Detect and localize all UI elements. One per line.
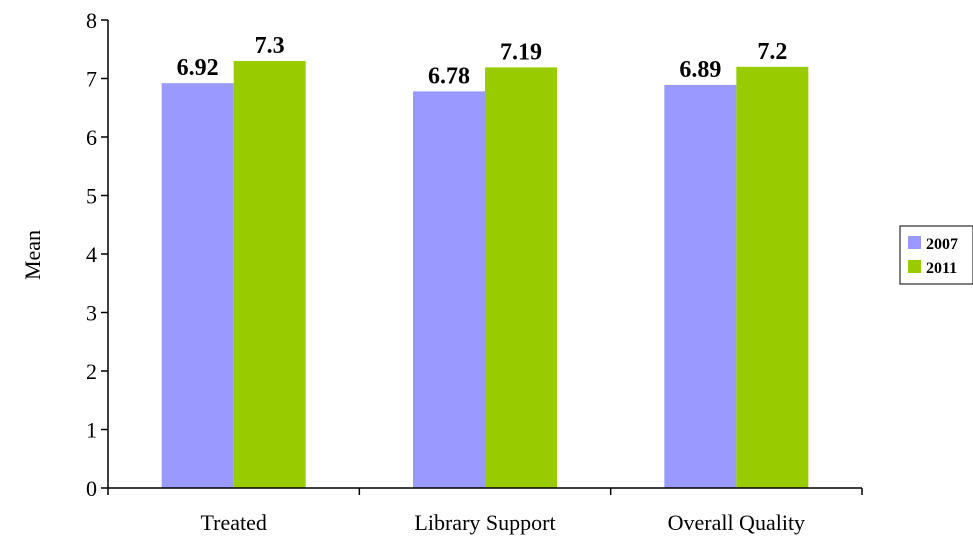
y-tick-label: 2 [86, 359, 97, 384]
y-tick-label: 8 [86, 8, 97, 33]
bar-2011-overall-quality [736, 66, 809, 489]
bar-2007-library-support [413, 91, 485, 489]
y-tick-label: 4 [86, 242, 97, 267]
category-label: Treated [200, 510, 266, 535]
data-label: 6.78 [428, 63, 470, 89]
bar-2011-library-support [485, 67, 557, 488]
bar-2007-treated [161, 83, 234, 489]
y-axis-ticks: 0 1 2 3 4 5 6 7 8 [86, 8, 108, 501]
y-tick-label: 3 [86, 301, 97, 326]
y-axis-title: Mean [20, 230, 45, 280]
data-labels: 6.92 7.3 6.78 7.19 6.89 7.2 [177, 33, 788, 89]
legend-box [899, 225, 973, 285]
bar-2011-treated [233, 60, 306, 488]
data-label: 7.19 [500, 39, 542, 65]
data-label: 6.89 [679, 57, 721, 83]
y-tick-label: 6 [86, 125, 97, 150]
bars [161, 60, 809, 489]
y-tick-label: 1 [86, 418, 97, 443]
data-label: 7.2 [757, 39, 787, 65]
category-labels: Treated Library Support Overall Quality [200, 510, 805, 535]
category-label: Overall Quality [668, 510, 805, 535]
legend-label-2011: 2011 [926, 260, 957, 277]
y-tick-label: 0 [86, 476, 97, 501]
legend-swatch-2011 [908, 260, 921, 273]
data-label: 6.92 [177, 55, 219, 81]
bar-2007-overall-quality [664, 84, 737, 488]
category-label: Library Support [414, 510, 555, 535]
legend-swatch-2007 [908, 236, 921, 249]
legend-label-2007: 2007 [926, 236, 958, 253]
y-tick-label: 5 [86, 184, 97, 209]
legend: 2007 2011 [899, 225, 973, 285]
x-axis-ticks [107, 488, 863, 495]
data-label: 7.3 [255, 33, 285, 59]
y-tick-label: 7 [86, 67, 97, 92]
